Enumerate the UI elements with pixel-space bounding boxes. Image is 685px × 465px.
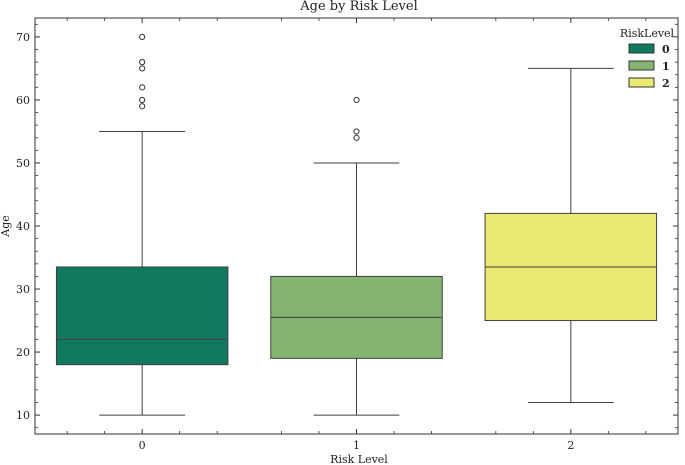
legend: RiskLevel 0 1 2	[620, 27, 675, 90]
y-tick-label: 50	[16, 157, 30, 170]
box-1-outlier	[353, 134, 360, 141]
legend-title: RiskLevel	[620, 27, 675, 40]
y-tick-label: 60	[16, 94, 30, 107]
y-tick-label: 20	[16, 346, 30, 359]
x-tick-label: 0	[139, 439, 146, 452]
y-tick-label: 10	[16, 409, 30, 422]
legend-swatch-2	[628, 77, 655, 88]
box-1-outlier	[353, 128, 360, 135]
x-axis-label: Risk Level	[330, 453, 388, 465]
y-tick-label: 70	[16, 31, 30, 44]
legend-swatch-1	[628, 60, 655, 71]
box-0-outlier	[139, 103, 146, 110]
plot-frame	[34, 17, 679, 435]
box-1-outlier	[353, 96, 360, 104]
legend-label-0: 0	[662, 43, 670, 56]
legend-swatch-0	[628, 43, 655, 54]
y-axis-label: Age	[0, 215, 12, 238]
y-tick-label: 40	[16, 220, 30, 233]
box-0-outlier	[139, 96, 146, 104]
box-0-outlier	[139, 59, 146, 66]
x-tick-label: 1	[353, 439, 360, 452]
box-0-iqr	[55, 266, 229, 366]
box-0-outlier	[139, 84, 146, 91]
box-0-outlier	[139, 65, 146, 72]
legend-label-1: 1	[662, 60, 670, 73]
y-tick-label: 30	[16, 283, 30, 296]
x-tick-label: 2	[567, 439, 574, 452]
chart-title: Age by Risk Level	[299, 0, 417, 14]
box-0-outlier	[139, 33, 146, 41]
legend-label-2: 2	[662, 77, 670, 90]
